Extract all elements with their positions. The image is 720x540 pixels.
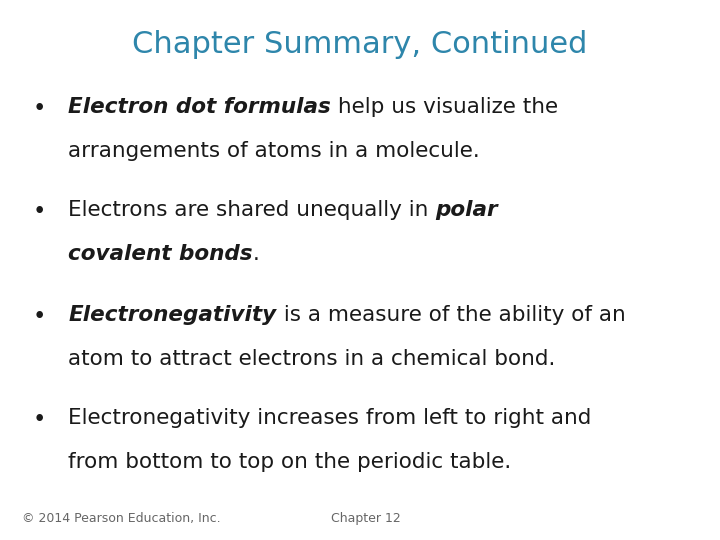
Text: from bottom to top on the periodic table.: from bottom to top on the periodic table… [68, 452, 512, 472]
Text: •: • [33, 305, 46, 328]
Text: Electrons are shared unequally in: Electrons are shared unequally in [68, 200, 436, 220]
Text: •: • [33, 200, 46, 223]
Text: Chapter Summary, Continued: Chapter Summary, Continued [132, 30, 588, 59]
Text: •: • [33, 97, 46, 120]
Text: atom to attract electrons in a chemical bond.: atom to attract electrons in a chemical … [68, 349, 556, 369]
Text: help us visualize the: help us visualize the [331, 97, 558, 117]
Text: arrangements of atoms in a molecule.: arrangements of atoms in a molecule. [68, 141, 480, 161]
Text: Electronegativity increases from left to right and: Electronegativity increases from left to… [68, 408, 592, 428]
Text: •: • [33, 408, 46, 431]
Text: Electronegativity: Electronegativity [68, 305, 276, 325]
Text: polar: polar [436, 200, 498, 220]
Text: covalent bonds: covalent bonds [68, 244, 253, 264]
Text: © 2014 Pearson Education, Inc.: © 2014 Pearson Education, Inc. [22, 512, 220, 525]
Text: Electron dot formulas: Electron dot formulas [68, 97, 331, 117]
Text: .: . [253, 244, 260, 264]
Text: is a measure of the ability of an: is a measure of the ability of an [276, 305, 625, 325]
Text: Chapter 12: Chapter 12 [331, 512, 401, 525]
